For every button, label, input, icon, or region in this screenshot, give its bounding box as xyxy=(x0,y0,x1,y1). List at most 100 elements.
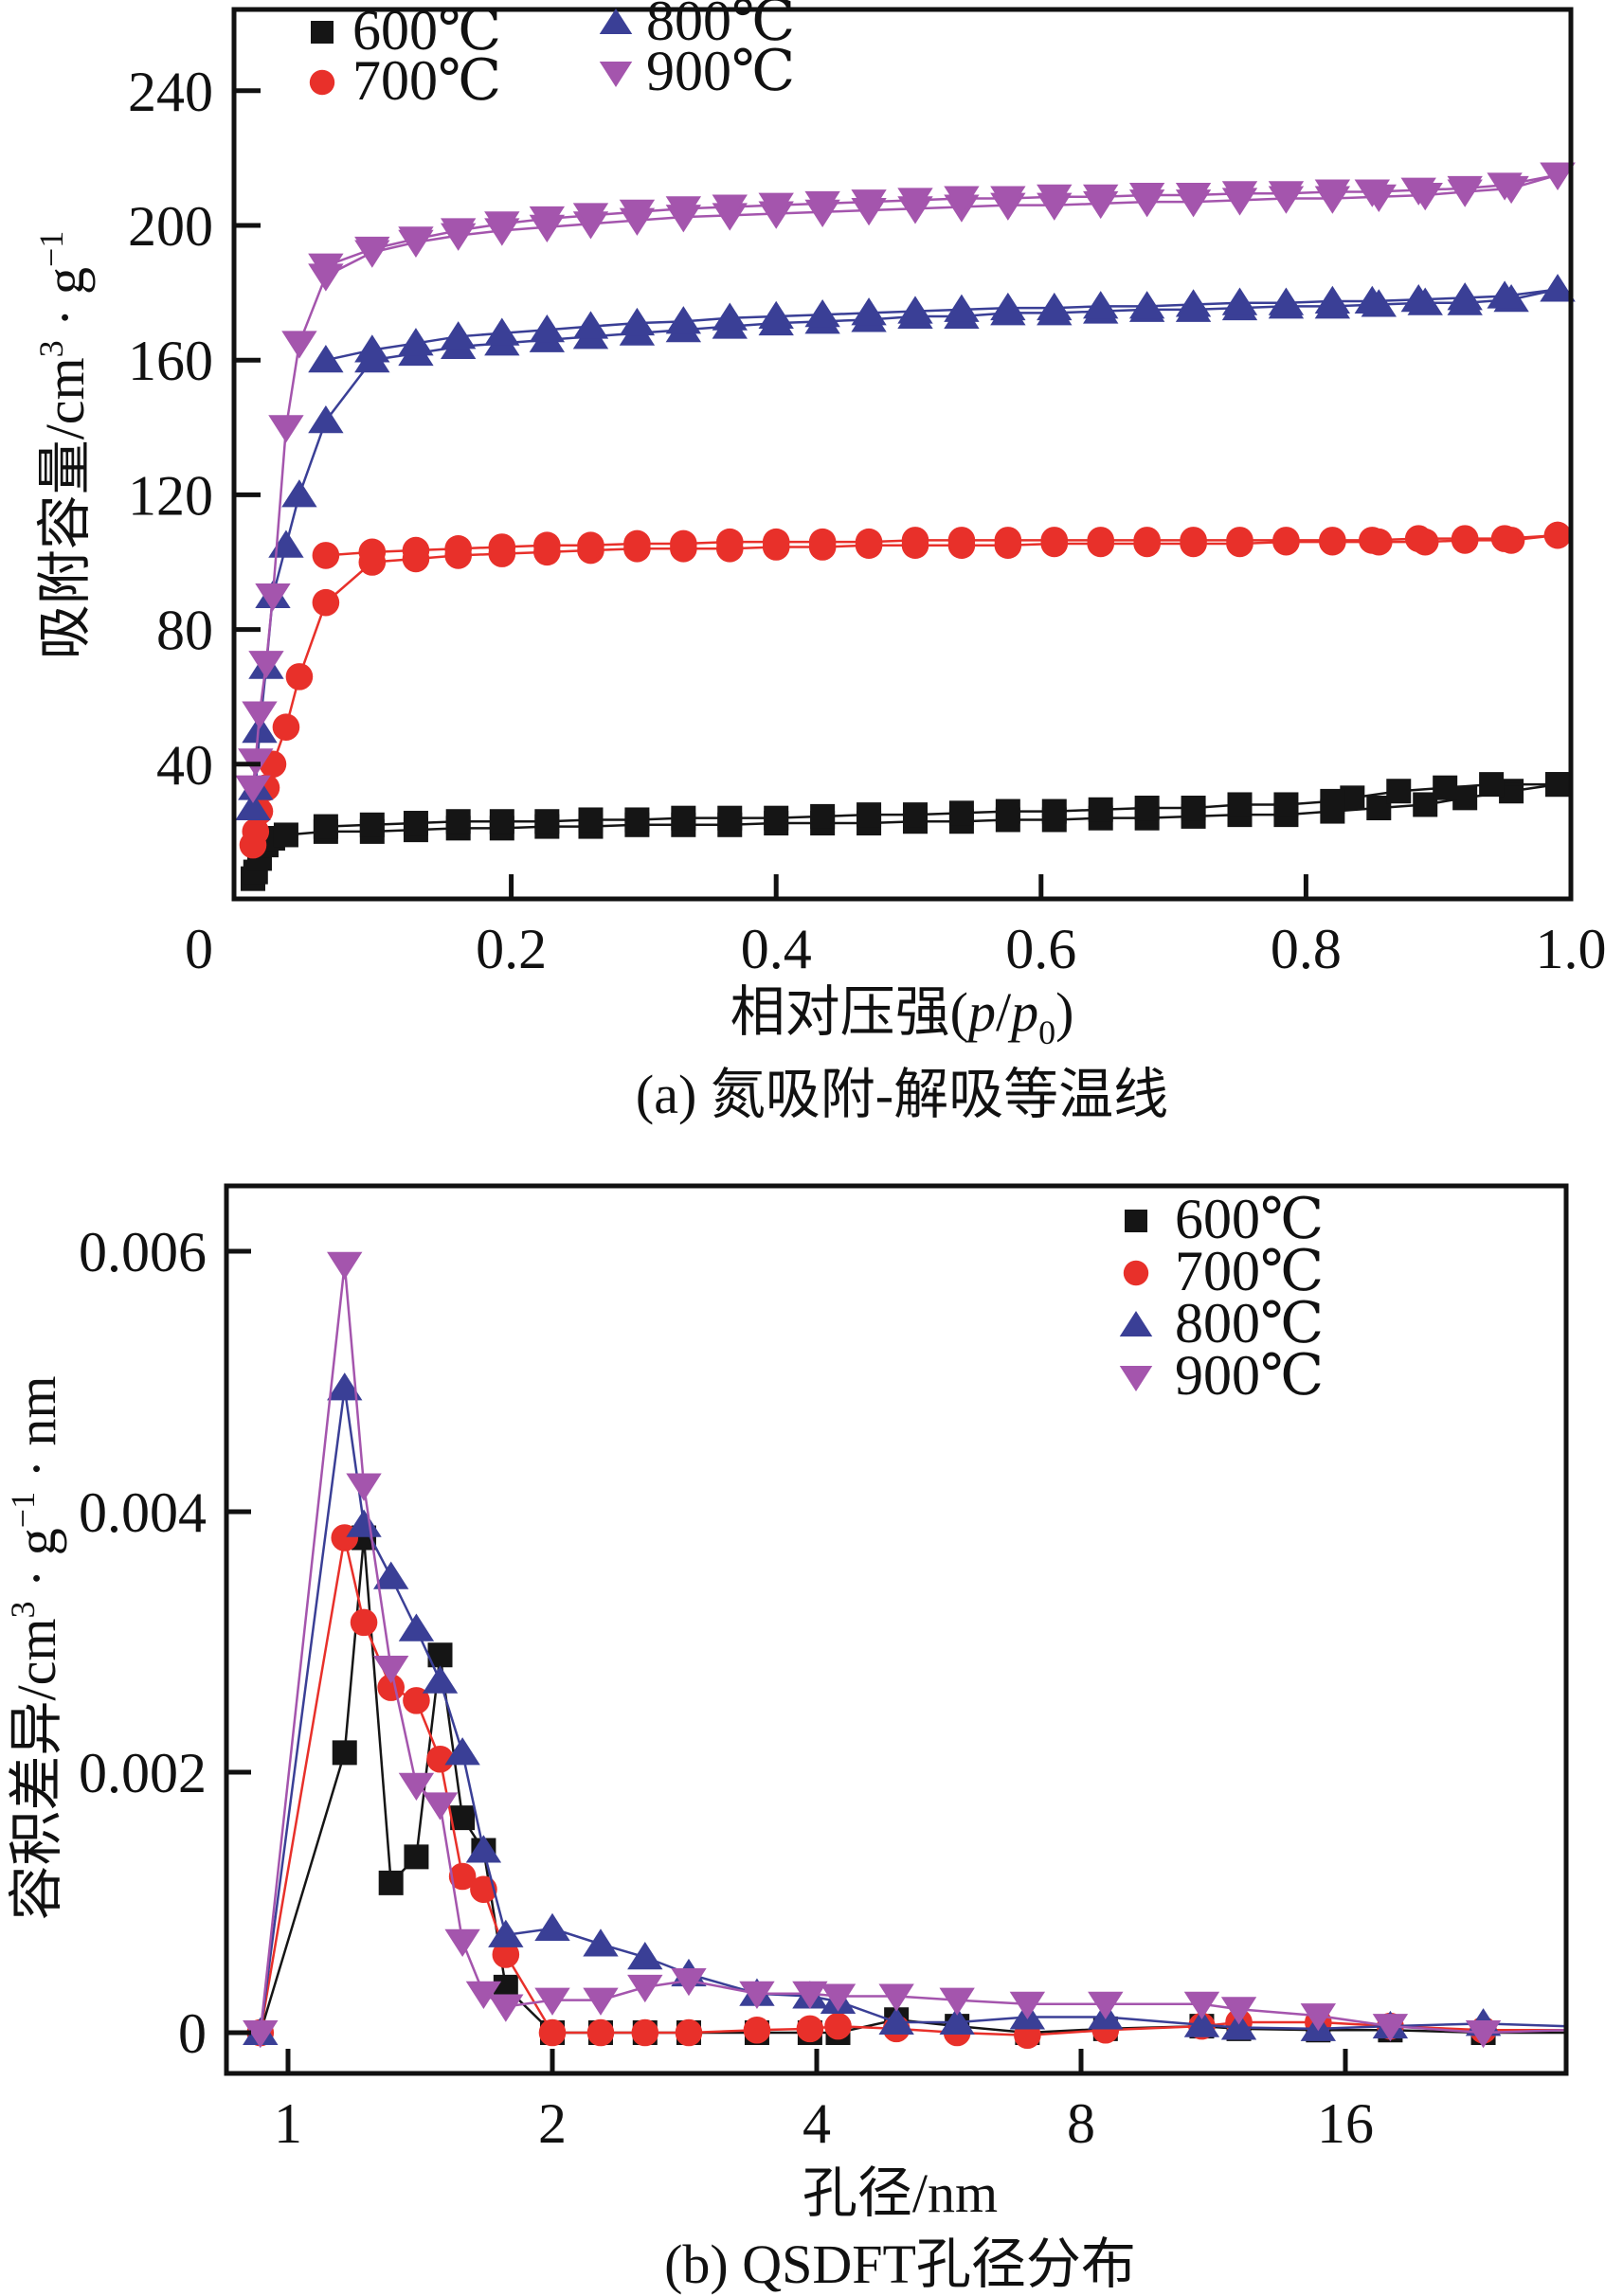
point-desorption xyxy=(1083,291,1119,319)
point-desorption xyxy=(488,533,516,561)
point-adsorption xyxy=(235,792,271,821)
x-tick-label: 0 xyxy=(185,918,213,980)
y-tick-label: 160 xyxy=(128,330,213,392)
point-desorption xyxy=(354,236,390,265)
y-tick-label: 0 xyxy=(178,2002,207,2065)
data-point xyxy=(378,1870,404,1895)
x-tick-label: 0.6 xyxy=(1005,918,1076,980)
point-desorption xyxy=(1359,527,1386,554)
point-desorption xyxy=(572,311,609,339)
series-700C xyxy=(239,521,1572,859)
legend-marker xyxy=(599,9,633,34)
point-desorption xyxy=(312,542,340,569)
data-point xyxy=(631,2018,659,2047)
point-adsorption xyxy=(242,817,270,846)
point-desorption xyxy=(944,294,980,322)
point-desorption xyxy=(994,527,1022,554)
point-desorption xyxy=(1433,775,1458,800)
point-desorption xyxy=(901,527,929,554)
series-900C xyxy=(243,1251,1564,2049)
data-point xyxy=(426,1745,454,1773)
legend-label: 800℃ xyxy=(1175,1292,1324,1354)
legend-marker xyxy=(1119,1366,1153,1391)
point-desorption xyxy=(1037,184,1073,213)
point-desorption xyxy=(897,188,933,216)
point-desorption xyxy=(990,186,1026,214)
point-desorption xyxy=(445,809,471,834)
point-desorption xyxy=(804,190,840,220)
point-desorption xyxy=(403,811,428,836)
point-desorption xyxy=(758,300,794,329)
data-point xyxy=(332,1740,357,1766)
chart-a-tick-labels: 0 0.2 0.4 0.6 0.8 1.0 40 80 120 160 200 240 xyxy=(128,61,1607,980)
data-point xyxy=(739,1981,775,2009)
point-desorption xyxy=(402,536,430,565)
point-desorption xyxy=(308,253,344,281)
data-point xyxy=(422,1792,459,1821)
point-adsorption xyxy=(268,415,304,443)
point-desorption xyxy=(712,194,748,223)
point-desorption xyxy=(534,809,560,834)
point-desorption xyxy=(359,812,385,837)
data-point xyxy=(820,1983,857,2012)
line-adsorption-900C xyxy=(251,173,1559,788)
point-desorption xyxy=(1404,525,1433,552)
y-tick-label: 0.002 xyxy=(79,1742,207,1804)
data-point xyxy=(327,1251,363,1280)
legend-marker xyxy=(599,62,633,87)
data-point xyxy=(534,1912,570,1941)
line-700C xyxy=(259,1537,1564,2037)
point-desorption xyxy=(1400,283,1436,313)
point-desorption xyxy=(717,805,743,831)
point-desorption xyxy=(1087,527,1115,554)
point-desorption xyxy=(1273,792,1299,817)
data-point xyxy=(398,1772,435,1801)
data-point xyxy=(538,2018,567,2047)
point-desorption xyxy=(440,321,477,350)
point-desorption xyxy=(810,803,836,829)
legend-entry: 800℃ xyxy=(599,0,795,52)
point-desorption xyxy=(670,529,697,558)
legend-entry: 900℃ xyxy=(1119,1344,1324,1407)
legend-marker xyxy=(309,69,335,96)
data-point xyxy=(450,1805,476,1831)
point-desorption xyxy=(578,807,604,833)
point-adsorption xyxy=(308,404,344,434)
data-point xyxy=(403,1687,430,1714)
point-desorption xyxy=(1386,779,1412,804)
legend-label: 700℃ xyxy=(352,49,501,112)
data-point xyxy=(583,1928,619,1957)
data-point xyxy=(586,2018,615,2047)
point-desorption xyxy=(398,328,434,356)
y-tick-label: 240 xyxy=(128,61,213,123)
x-tick-label: 2 xyxy=(538,2092,567,2155)
point-desorption xyxy=(1543,521,1572,549)
point-desorption xyxy=(1545,772,1571,798)
data-point xyxy=(470,1875,497,1904)
x-tick-label: 0.4 xyxy=(741,918,812,980)
point-desorption xyxy=(1320,788,1345,814)
data-point xyxy=(1300,2003,1337,2032)
point-adsorption xyxy=(273,822,298,848)
point-adsorption xyxy=(281,331,317,359)
data-point xyxy=(465,1835,502,1863)
data-point xyxy=(1183,1991,1220,2019)
x-tick-label: 0.8 xyxy=(1271,918,1342,980)
point-desorption xyxy=(1128,183,1165,211)
point-desorption xyxy=(1221,181,1258,209)
line-desorption-900C xyxy=(325,173,1559,267)
data-point xyxy=(627,1974,663,2003)
data-point xyxy=(1183,2009,1220,2037)
x-tick-label: 4 xyxy=(802,2092,831,2155)
point-desorption xyxy=(995,798,1020,824)
point-desorption xyxy=(1133,527,1161,554)
chart-a-ylabel: 吸附容量/cm3 · g−1 xyxy=(32,231,96,660)
legend-label: 600℃ xyxy=(352,0,501,62)
point-adsorption xyxy=(235,775,271,803)
data-point xyxy=(346,1509,382,1537)
legend-marker xyxy=(1123,1260,1149,1286)
point-desorption xyxy=(1037,292,1073,321)
data-point xyxy=(1220,2012,1257,2040)
y-tick-label: 120 xyxy=(128,464,213,527)
data-point xyxy=(373,1561,409,1589)
